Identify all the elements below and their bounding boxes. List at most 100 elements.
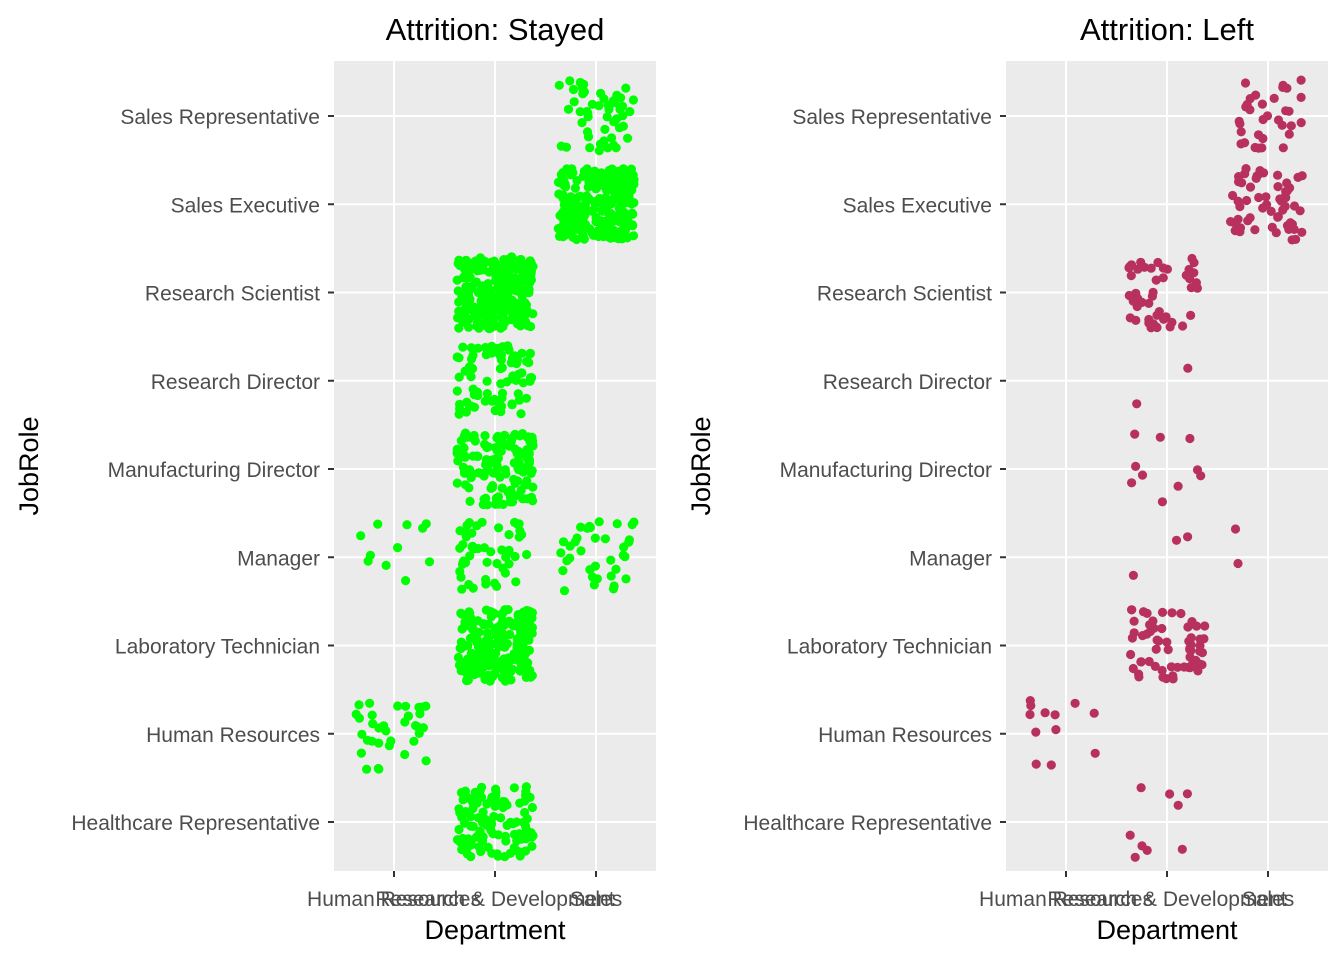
data-point — [1183, 363, 1193, 373]
data-point — [516, 315, 526, 325]
data-point — [455, 543, 465, 553]
data-point — [623, 212, 634, 222]
data-point — [472, 451, 482, 461]
data-point — [525, 792, 535, 803]
data-point — [1090, 748, 1100, 758]
data-point — [517, 429, 528, 439]
data-point — [459, 431, 469, 441]
data-point — [559, 176, 569, 186]
data-point — [509, 262, 520, 272]
data-point — [381, 560, 391, 571]
data-point — [493, 453, 503, 463]
y-tick-label-laboratory-technician: Laboratory Technician — [115, 636, 320, 659]
data-point — [501, 258, 511, 268]
data-point — [524, 288, 534, 298]
data-point — [486, 795, 496, 805]
data-point — [561, 212, 571, 222]
data-point — [496, 350, 506, 360]
data-point — [1186, 310, 1196, 320]
data-point — [497, 388, 508, 398]
data-point — [1136, 783, 1146, 793]
data-point — [516, 256, 526, 266]
panel-left: Healthcare Representative Human Resources… — [686, 12, 1328, 945]
data-point — [454, 323, 464, 333]
data-point — [487, 848, 497, 858]
data-point — [1192, 283, 1202, 293]
data-point — [386, 736, 396, 746]
data-point — [577, 118, 587, 128]
data-point — [1137, 841, 1147, 851]
data-point — [583, 112, 593, 122]
data-point — [1040, 708, 1050, 718]
data-point — [590, 561, 601, 571]
data-point — [1026, 700, 1036, 711]
data-point — [466, 472, 476, 483]
data-point — [1148, 616, 1158, 626]
data-point — [520, 298, 530, 308]
y-axis-title: JobRole — [686, 416, 716, 515]
data-point — [1254, 192, 1264, 203]
y-tick-label-research-scientist: Research Scientist — [145, 283, 320, 306]
data-point — [1184, 264, 1194, 275]
data-point — [1138, 607, 1149, 617]
data-point — [514, 623, 525, 633]
data-point — [1168, 671, 1178, 681]
x-tick-label-sales: Sales — [570, 888, 623, 911]
data-point — [465, 551, 475, 561]
data-point — [568, 168, 578, 178]
data-point — [482, 376, 492, 386]
data-point — [1129, 628, 1139, 638]
data-point — [463, 640, 473, 651]
data-point — [617, 191, 627, 201]
data-point — [606, 555, 616, 565]
data-point — [618, 170, 629, 180]
data-point — [1171, 535, 1182, 545]
data-point — [527, 802, 538, 813]
data-point — [554, 80, 564, 90]
data-point — [1235, 227, 1245, 237]
data-point — [515, 851, 525, 861]
data-point — [492, 433, 502, 443]
data-point — [500, 797, 510, 807]
data-point — [1195, 634, 1205, 644]
data-point — [481, 350, 491, 360]
data-point — [1129, 616, 1139, 626]
data-point — [368, 719, 378, 729]
data-point — [478, 499, 488, 510]
data-point — [457, 624, 467, 634]
data-point — [490, 499, 500, 509]
data-point — [468, 625, 478, 635]
data-point — [455, 837, 465, 847]
data-point — [522, 632, 533, 642]
y-tick-label-sales-executive: Sales Executive — [843, 194, 992, 217]
data-point — [510, 551, 520, 562]
data-point — [466, 343, 476, 353]
data-point — [502, 820, 512, 831]
data-point — [480, 396, 490, 406]
data-point — [1197, 660, 1207, 670]
data-point — [476, 296, 486, 306]
data-point — [561, 142, 572, 152]
data-point — [493, 397, 503, 407]
data-point — [1157, 607, 1168, 618]
y-tick-label-laboratory-technician: Laboratory Technician — [787, 636, 992, 659]
data-point — [1130, 429, 1140, 439]
data-point — [465, 496, 475, 506]
data-point — [509, 829, 520, 840]
data-point — [1278, 80, 1288, 90]
data-point — [559, 586, 570, 596]
data-point — [472, 798, 482, 808]
data-point — [1157, 497, 1167, 507]
data-point — [1296, 118, 1306, 128]
data-point — [505, 629, 515, 640]
y-tick-label-research-director: Research Director — [823, 371, 992, 394]
data-point — [459, 451, 469, 461]
data-point — [467, 660, 477, 671]
data-point — [522, 356, 532, 367]
data-point — [509, 474, 519, 484]
data-point — [491, 784, 501, 794]
data-point — [491, 259, 501, 269]
data-point — [511, 577, 521, 587]
y-tick-label-healthcare-representative: Healthcare Representative — [743, 812, 992, 835]
data-point — [1186, 633, 1196, 643]
